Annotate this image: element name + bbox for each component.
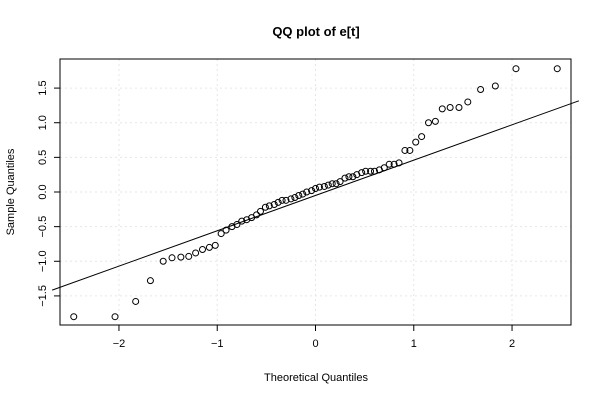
data-point xyxy=(320,182,328,190)
data-point xyxy=(217,230,225,238)
data-point xyxy=(238,217,246,225)
data-point xyxy=(287,195,295,203)
data-point xyxy=(446,103,454,111)
data-point xyxy=(412,138,420,146)
data-point xyxy=(464,98,472,106)
data-point xyxy=(198,245,206,253)
x-tick-label: −1 xyxy=(211,338,224,350)
data-point xyxy=(111,313,119,321)
data-point xyxy=(205,243,213,251)
x-tick-label: 1 xyxy=(411,338,417,350)
data-point xyxy=(328,180,336,188)
data-point xyxy=(324,181,332,189)
data-point xyxy=(380,164,388,172)
x-tick-label: 2 xyxy=(509,338,515,350)
data-point xyxy=(336,178,344,186)
data-point xyxy=(431,117,439,125)
data-point xyxy=(168,254,176,262)
chart-title: QQ plot of e[t] xyxy=(272,24,359,39)
axis-layer: −2 −1 0 1 2 −1.5 −1.0 −0.5 0.0 0.5 1.0 1.5 xyxy=(37,80,515,350)
y-tick-label: 1.5 xyxy=(37,80,49,95)
data-point xyxy=(132,297,140,305)
data-point xyxy=(395,159,403,167)
data-point xyxy=(303,188,311,196)
reference-line-layer xyxy=(51,100,580,291)
data-point xyxy=(341,174,349,182)
data-point xyxy=(211,241,219,249)
reference-line xyxy=(51,100,580,291)
data-point xyxy=(455,103,463,111)
data-point xyxy=(233,221,241,229)
data-point xyxy=(390,160,398,168)
data-point xyxy=(291,194,299,202)
data-point xyxy=(185,252,193,260)
data-point xyxy=(425,119,433,127)
y-tick-label: 0.5 xyxy=(37,150,49,165)
data-point xyxy=(418,133,426,141)
data-point xyxy=(345,173,353,181)
data-point xyxy=(261,203,269,211)
data-point xyxy=(477,85,485,93)
data-point xyxy=(315,183,323,191)
data-point xyxy=(192,249,200,257)
data-point xyxy=(295,191,303,199)
data-point xyxy=(274,198,282,206)
y-axis-label: Sample Quantiles xyxy=(5,148,17,235)
data-point xyxy=(312,185,319,193)
data-point xyxy=(222,226,230,234)
data-point xyxy=(278,196,286,204)
data-point xyxy=(159,257,167,265)
data-point xyxy=(256,207,264,215)
data-point xyxy=(349,173,357,181)
y-tick-label: 1.0 xyxy=(37,115,49,130)
data-point xyxy=(401,146,409,154)
data-point xyxy=(438,105,446,113)
data-point xyxy=(370,167,378,175)
x-axis-label: Theoretical Quantiles xyxy=(264,372,368,384)
data-point xyxy=(491,82,499,90)
data-point xyxy=(367,167,375,175)
data-point xyxy=(270,200,278,208)
data-point xyxy=(332,180,340,188)
data-point xyxy=(70,313,78,321)
y-tick-label: −1.0 xyxy=(37,250,49,272)
data-point xyxy=(253,211,261,219)
data-point xyxy=(146,277,154,285)
x-tick-label: 0 xyxy=(312,338,318,350)
x-tick-label: −2 xyxy=(113,338,126,350)
data-point xyxy=(299,190,307,198)
data-point xyxy=(512,65,520,73)
data-point xyxy=(385,160,393,168)
data-point xyxy=(282,196,290,204)
points-layer xyxy=(70,65,561,321)
data-point xyxy=(177,253,185,261)
y-tick-label: −1.5 xyxy=(37,285,49,307)
data-point xyxy=(265,202,273,210)
data-point xyxy=(362,167,370,175)
y-tick-label: 0.0 xyxy=(37,184,49,199)
plot-frame xyxy=(59,58,572,326)
y-tick-label: −0.5 xyxy=(37,216,49,238)
data-point xyxy=(553,65,561,73)
data-point xyxy=(308,187,316,195)
data-point xyxy=(406,146,414,154)
data-point xyxy=(358,169,366,177)
